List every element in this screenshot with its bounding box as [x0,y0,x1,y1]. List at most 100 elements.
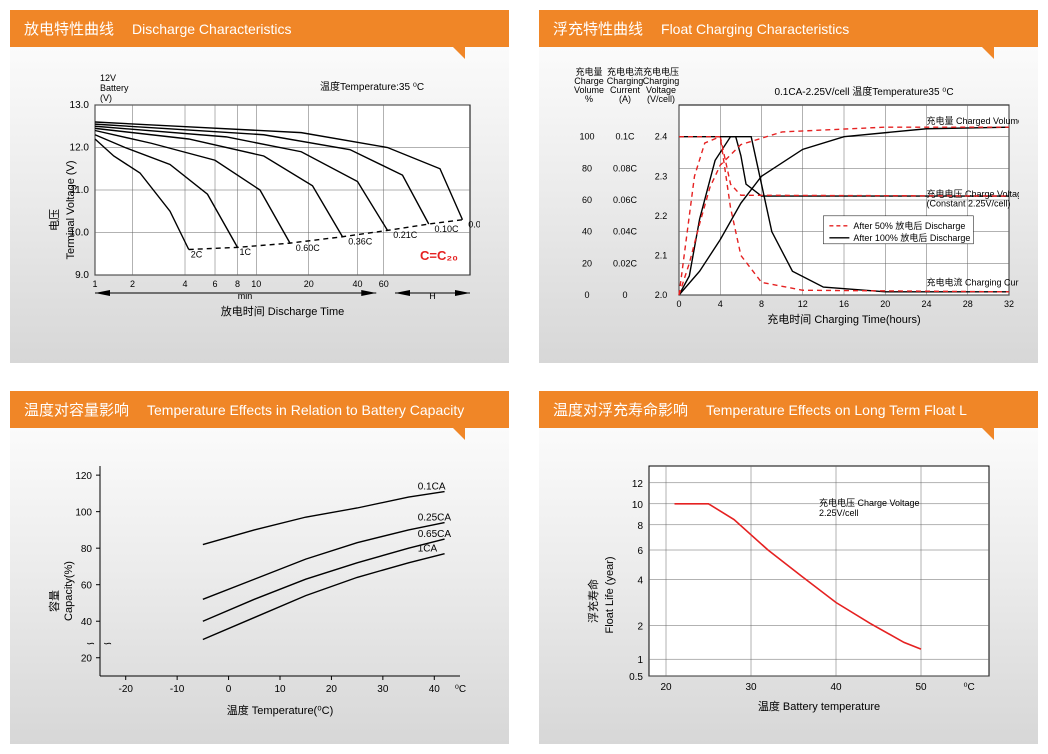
svg-text:10: 10 [632,500,644,511]
svg-text:4: 4 [637,575,643,586]
svg-text:80: 80 [81,544,93,555]
svg-text:12.0: 12.0 [70,143,90,154]
header-en: Temperature Effects on Long Term Float L [706,402,967,418]
svg-text:13.0: 13.0 [70,100,90,111]
svg-text:0.21C: 0.21C [393,230,418,240]
svg-text:2.0: 2.0 [655,290,668,300]
svg-text:0.05C: 0.05C [468,220,480,230]
svg-text:2C: 2C [191,249,203,259]
svg-text:After 100% 放电后 Discharge: After 100% 放电后 Discharge [853,232,970,243]
svg-text:充电电压 Charge Voltage: 充电电压 Charge Voltage [819,497,920,508]
chart-grid: 放电特性曲线 Discharge Characteristics 12VBatt… [10,10,1038,744]
svg-text:32: 32 [1004,299,1014,309]
chart-life: 0.512468101220304050⁰C温度 Battery tempera… [539,428,1038,744]
svg-text:C=C₂₀: C=C₂₀ [420,248,458,263]
panel-life: 温度对浮充寿命影响 Temperature Effects on Long Te… [539,391,1038,744]
header-en: Discharge Characteristics [132,21,292,37]
svg-text:浮充寿命: 浮充寿命 [586,579,600,623]
svg-text:40: 40 [352,279,362,289]
svg-text:0.65CA: 0.65CA [418,529,452,540]
svg-text:Terminal Voltage (V): Terminal Voltage (V) [65,160,77,259]
svg-text:9.0: 9.0 [75,270,89,281]
svg-text:4: 4 [718,299,723,309]
svg-capacity: ∽∽20406080100120-20-10010203040⁰C温度 Temp… [40,446,480,726]
svg-text:30: 30 [377,684,389,695]
svg-text:0.08C: 0.08C [613,163,638,173]
svg-text:0.02C: 0.02C [613,258,638,268]
header-cn: 温度对浮充寿命影响 [553,399,688,420]
svg-text:%: % [585,94,593,104]
svg-text:容量: 容量 [47,590,61,612]
svg-text:30: 30 [745,682,757,693]
svg-text:-20: -20 [118,684,133,695]
header-en: Temperature Effects in Relation to Batte… [147,402,464,418]
svg-text:2.3: 2.3 [655,171,668,181]
svg-text:2: 2 [637,622,643,633]
svg-text:8: 8 [759,299,764,309]
svg-text:20: 20 [326,684,338,695]
svg-text:12: 12 [632,479,644,490]
svg-text:充电时间 Charging Time(hours): 充电时间 Charging Time(hours) [767,312,920,326]
chart-discharge: 12VBattery(V)温度Temperature:35 ⁰C9.010.01… [10,47,509,353]
chart-float: 充电量ChargeVolume%充电电流ChargingCurrent(A)充电… [539,47,1038,363]
panel-discharge: 放电特性曲线 Discharge Characteristics 12VBatt… [10,10,509,363]
svg-text:60: 60 [81,581,93,592]
svg-text:50: 50 [915,682,927,693]
svg-text:∽: ∽ [86,638,95,650]
svg-text:40: 40 [830,682,842,693]
svg-text:(V/cell): (V/cell) [647,94,675,104]
svg-text:28: 28 [963,299,973,309]
svg-text:8: 8 [235,279,240,289]
svg-text:20: 20 [81,654,93,665]
svg-text:2.4: 2.4 [655,132,668,142]
header-cn: 放电特性曲线 [24,18,114,39]
svg-text:放电时间 Discharge Time: 放电时间 Discharge Time [221,304,344,318]
svg-text:0.60C: 0.60C [296,243,321,253]
svg-text:100: 100 [579,132,594,142]
svg-text:⁰C: ⁰C [455,684,466,695]
svg-discharge: 12VBattery(V)温度Temperature:35 ⁰C9.010.01… [40,65,480,335]
svg-text:(V): (V) [100,93,112,103]
svg-text:60: 60 [582,195,592,205]
svg-text:6: 6 [212,279,217,289]
svg-text:2.2: 2.2 [655,211,668,221]
chart-capacity: ∽∽20406080100120-20-10010203040⁰C温度 Temp… [10,428,509,744]
svg-text:Capacity(%): Capacity(%) [63,561,75,621]
svg-text:0.25CA: 0.25CA [418,513,452,524]
svg-text:1CA: 1CA [418,544,438,555]
svg-text:0.5: 0.5 [629,672,643,683]
svg-text:After 50% 放电后 Discharge: After 50% 放电后 Discharge [853,220,965,231]
svg-text:20: 20 [304,279,314,289]
svg-text:0: 0 [226,684,232,695]
svg-text:温度Temperature:35 ⁰C: 温度Temperature:35 ⁰C [320,80,424,93]
svg-text:⁰C: ⁰C [964,682,975,693]
header-en: Float Charging Characteristics [661,21,849,37]
svg-text:16: 16 [839,299,849,309]
svg-text:0.06C: 0.06C [613,195,638,205]
svg-text:12: 12 [798,299,808,309]
svg-text:1: 1 [92,279,97,289]
header-cn: 温度对容量影响 [24,399,129,420]
svg-text:(Constant 2.25V/cell): (Constant 2.25V/cell) [927,198,1011,208]
header-capacity: 温度对容量影响 Temperature Effects in Relation … [10,391,509,428]
svg-text:电压: 电压 [48,209,61,231]
panel-float: 浮充特性曲线 Float Charging Characteristics 充电… [539,10,1038,363]
svg-text:Battery: Battery [100,83,129,93]
svg-text:10: 10 [251,279,261,289]
svg-text:∽: ∽ [103,638,112,650]
svg-text:-10: -10 [170,684,185,695]
svg-text:80: 80 [582,163,592,173]
svg-text:24: 24 [921,299,931,309]
svg-text:0: 0 [622,290,627,300]
svg-text:8: 8 [637,521,643,532]
svg-float: 充电量ChargeVolume%充电电流ChargingCurrent(A)充电… [569,65,1019,345]
svg-text:40: 40 [81,617,93,628]
svg-text:2.1: 2.1 [655,250,668,260]
svg-text:0.1CA: 0.1CA [418,482,446,493]
svg-text:120: 120 [75,471,92,482]
svg-text:0.1CA-2.25V/cell 温度Temperatur: 0.1CA-2.25V/cell 温度Temperature35 ⁰C [774,85,953,98]
header-life: 温度对浮充寿命影响 Temperature Effects on Long Te… [539,391,1038,428]
svg-text:20: 20 [660,682,672,693]
header-discharge: 放电特性曲线 Discharge Characteristics [10,10,509,47]
svg-text:10: 10 [274,684,286,695]
